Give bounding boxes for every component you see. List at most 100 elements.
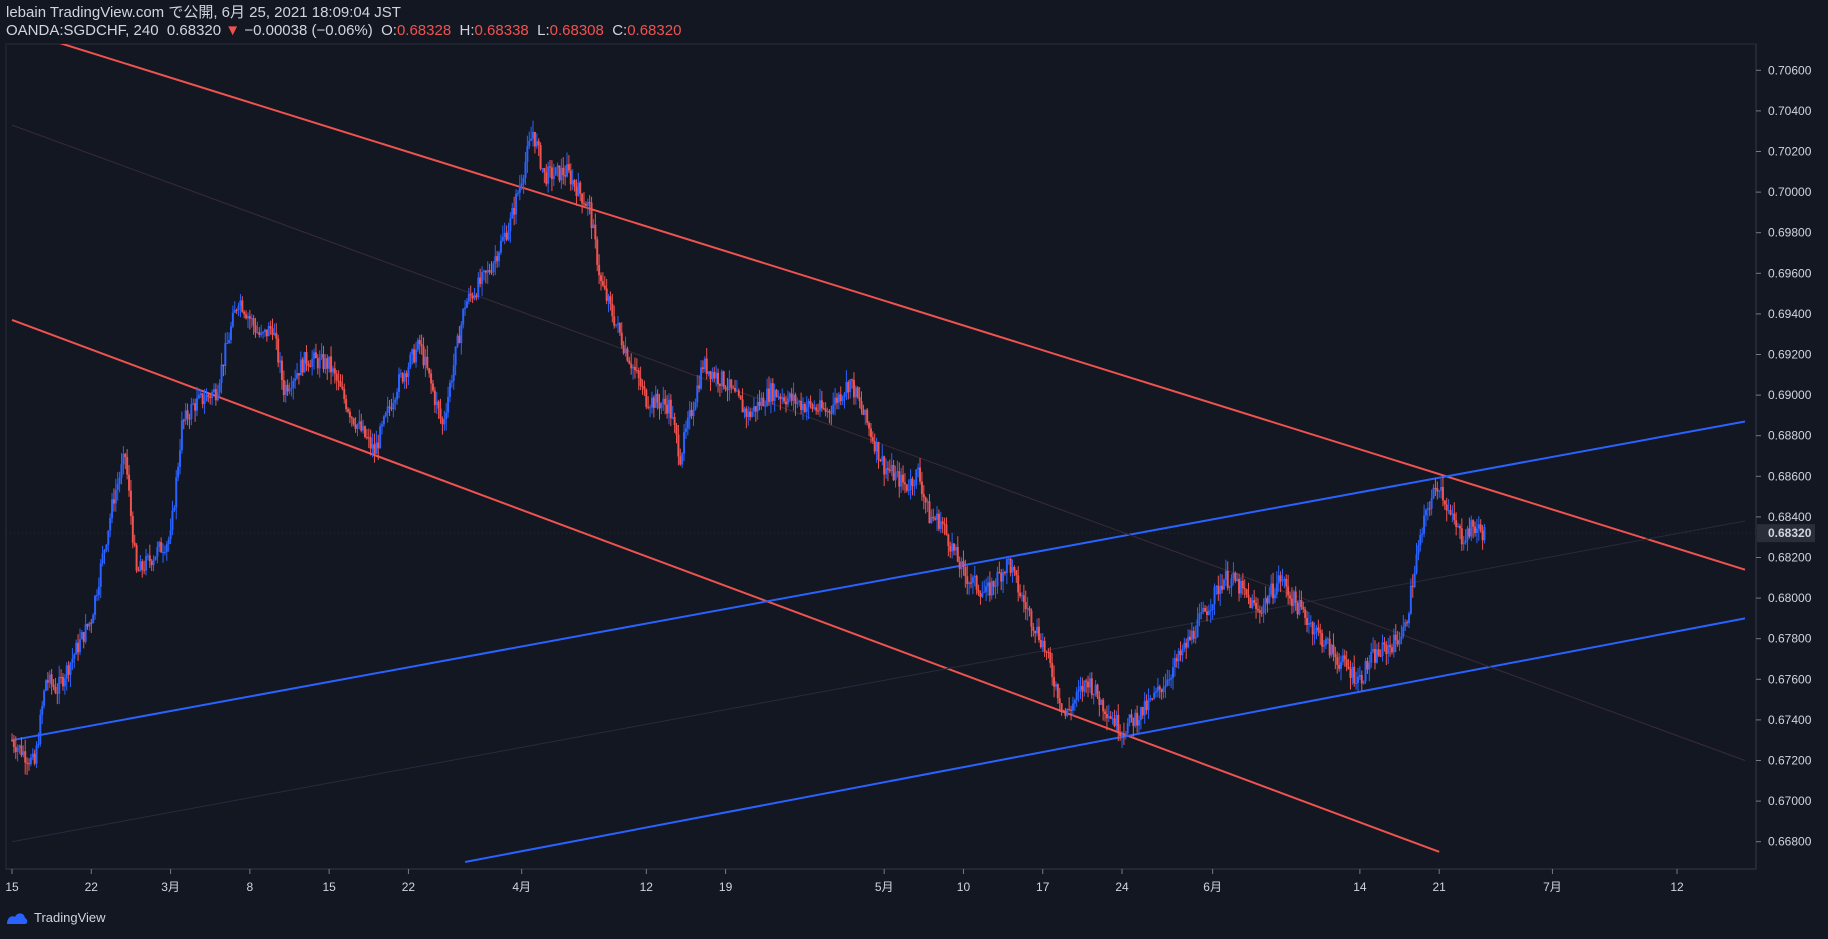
candle — [313, 348, 316, 370]
candle — [280, 355, 283, 390]
footer-brand[interactable]: TradingView — [34, 910, 106, 925]
candles[interactable] — [11, 120, 1486, 776]
candle — [690, 402, 693, 420]
candle — [77, 634, 80, 661]
candle — [783, 393, 786, 404]
candle — [167, 536, 170, 552]
candle — [990, 577, 993, 600]
candle — [1460, 518, 1463, 551]
candle — [1290, 587, 1293, 614]
candle — [503, 222, 506, 245]
candle — [764, 400, 767, 416]
candle — [1102, 697, 1105, 721]
time-axis[interactable]: 15 22 3月 8 15 22 4月 12 19 5月 10 17 24 6月 14 21 7月 12 — [5, 869, 1684, 894]
candle — [384, 411, 387, 418]
candle — [1373, 640, 1376, 670]
trendline-1[interactable] — [0, 18, 1746, 571]
candle — [1104, 708, 1107, 722]
candle — [248, 309, 251, 330]
price-axis[interactable]: 0.70600 0.70400 0.70200 0.70000 0.69800 0.696… — [1756, 63, 1815, 849]
candle — [1105, 705, 1108, 731]
candle — [1026, 597, 1029, 621]
candle — [196, 386, 199, 417]
candle — [720, 369, 723, 393]
candle — [37, 732, 40, 749]
trendline-2[interactable] — [11, 319, 1440, 853]
candle — [630, 353, 633, 375]
candle — [1107, 704, 1110, 723]
trendline-6[interactable] — [11, 520, 1746, 843]
candle — [169, 518, 172, 545]
close-value: 0.68320 — [627, 22, 682, 39]
candle — [683, 423, 686, 462]
candle — [645, 388, 648, 410]
candle — [1272, 572, 1275, 605]
candle — [1094, 679, 1097, 697]
candle — [26, 757, 29, 776]
candle — [1287, 574, 1290, 605]
candle — [822, 402, 825, 410]
candle — [660, 402, 663, 415]
candle — [732, 385, 735, 389]
candle — [650, 391, 653, 414]
candle — [818, 388, 821, 417]
candle — [322, 345, 325, 373]
price-tick-label: 0.70400 — [1768, 104, 1812, 118]
candle — [488, 263, 491, 275]
candle — [828, 408, 831, 424]
candle — [607, 293, 610, 313]
candle — [530, 126, 533, 142]
price-tick-label: 0.67200 — [1768, 754, 1812, 768]
candle — [1047, 648, 1050, 659]
candle — [1358, 666, 1361, 680]
candle — [1177, 647, 1180, 669]
candle — [201, 392, 204, 409]
candle — [1370, 642, 1373, 668]
candle — [539, 142, 542, 171]
candle — [1362, 680, 1365, 685]
trendline-3[interactable] — [11, 420, 1746, 742]
candle — [1400, 625, 1403, 645]
candle — [284, 380, 287, 403]
candle — [1056, 683, 1059, 704]
candle — [431, 379, 434, 393]
candle — [1236, 572, 1239, 582]
candle — [1285, 574, 1288, 598]
candle — [1062, 709, 1065, 713]
candle — [724, 384, 727, 392]
candle — [29, 753, 32, 767]
time-tick-label: 8 — [247, 880, 254, 894]
candle — [817, 403, 820, 415]
candle — [1145, 694, 1148, 715]
trendline-4[interactable] — [464, 617, 1746, 863]
candle — [360, 413, 363, 433]
candle — [75, 639, 78, 655]
candle — [454, 346, 457, 376]
candle — [105, 543, 108, 553]
candle — [499, 234, 502, 255]
candle — [203, 389, 206, 414]
candle — [1423, 504, 1426, 538]
candle — [1173, 650, 1176, 677]
candle — [471, 292, 474, 303]
candle — [618, 322, 621, 336]
candle — [1153, 686, 1156, 700]
candle — [547, 161, 550, 193]
candle — [1477, 516, 1480, 541]
candle — [1364, 658, 1367, 684]
candle — [246, 312, 249, 329]
price-tick-label: 0.70000 — [1768, 185, 1812, 199]
symbol-label[interactable]: OANDA:SGDCHF, 240 — [6, 22, 159, 39]
candle — [832, 392, 835, 416]
candle — [928, 493, 931, 524]
candle — [571, 169, 574, 191]
candle — [937, 509, 940, 532]
candle — [371, 433, 374, 458]
candle — [669, 394, 672, 427]
candle — [713, 366, 716, 383]
candle — [265, 329, 268, 342]
candle — [1113, 709, 1116, 728]
candle — [481, 266, 484, 296]
candle — [314, 343, 317, 359]
